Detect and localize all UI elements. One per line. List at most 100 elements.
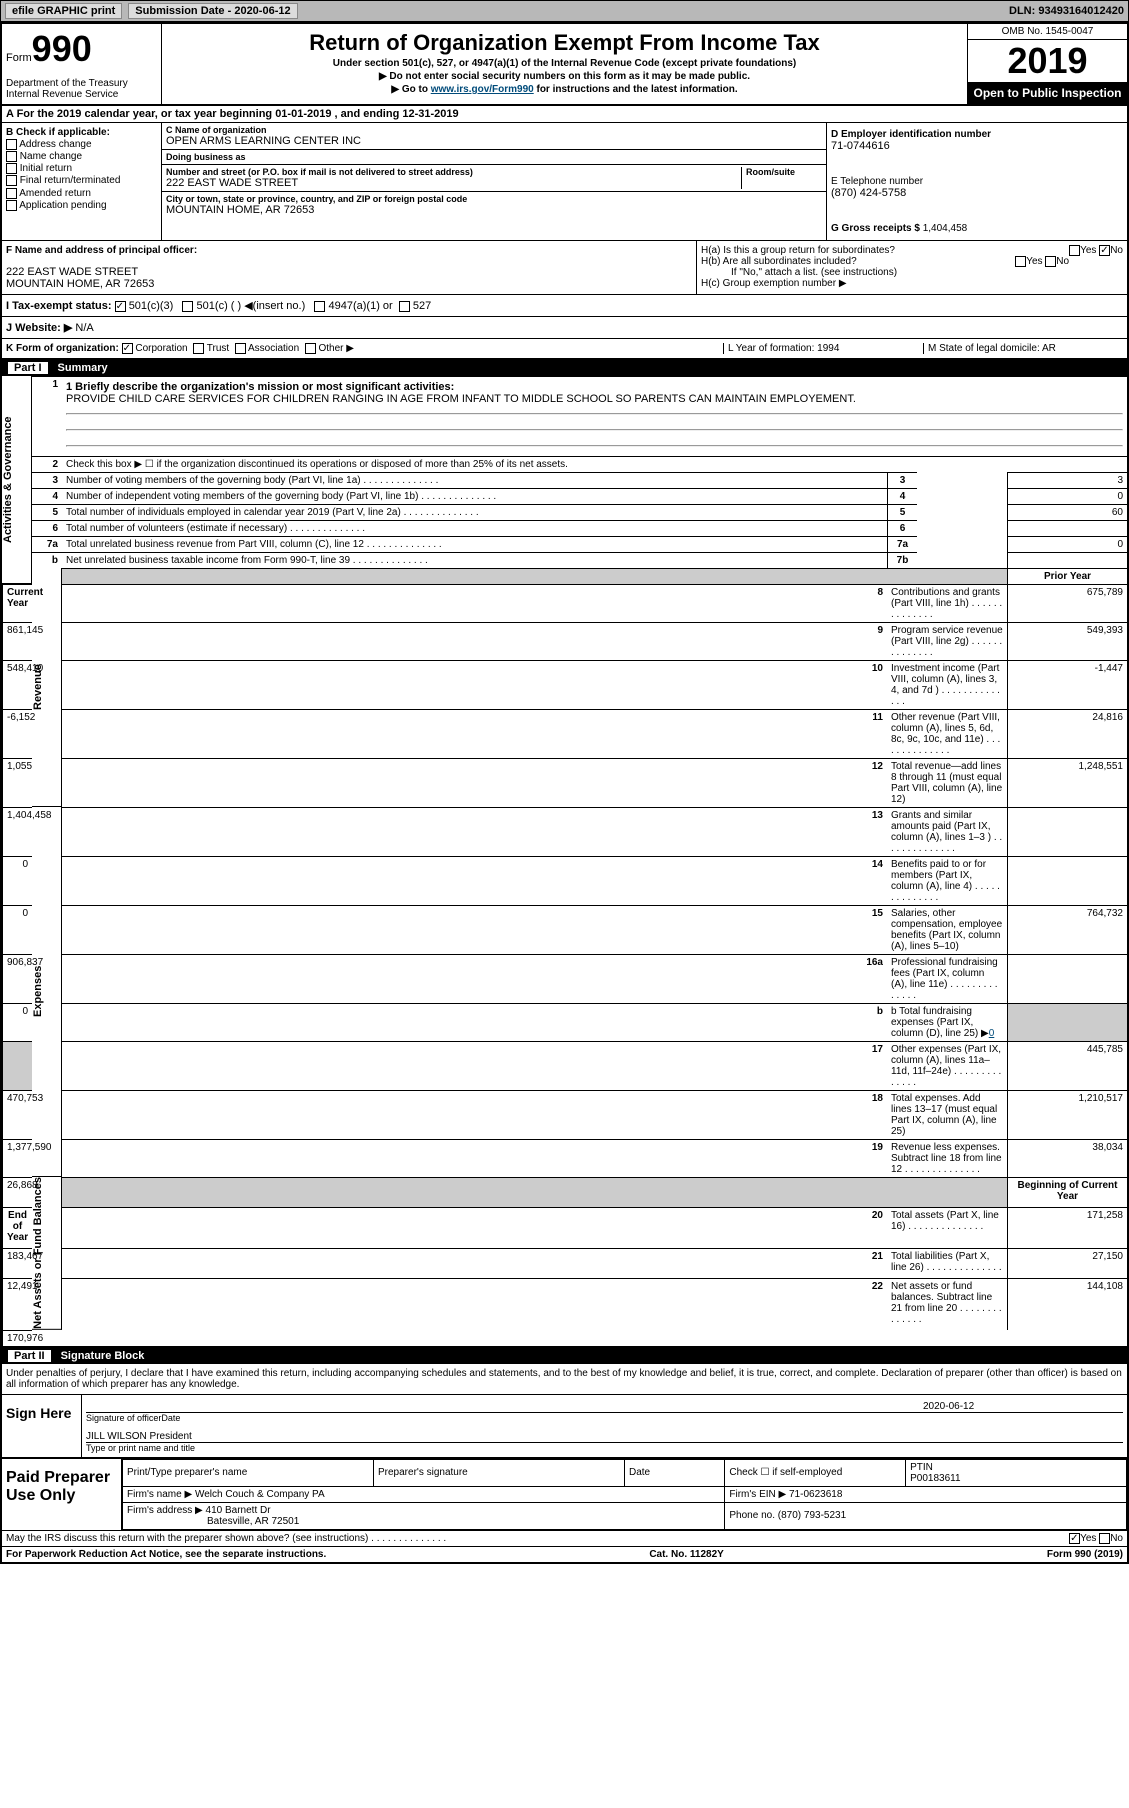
column-b-checkboxes: B Check if applicable: Address change Na… xyxy=(2,123,162,240)
firm-phone-row: Phone no. (870) 793-5231 xyxy=(725,1502,1127,1529)
line-10-desc: Investment income (Part VIII, column (A)… xyxy=(887,660,1007,709)
c21: 12,491 xyxy=(2,1278,32,1330)
cb-4947[interactable] xyxy=(314,301,325,312)
cb-application-pending[interactable]: Application pending xyxy=(6,200,157,211)
line-2-desc: Check this box ▶ ☐ if the organization d… xyxy=(62,456,1127,472)
submission-date-button[interactable]: Submission Date - 2020-06-12 xyxy=(128,3,297,19)
website-value: N/A xyxy=(75,322,93,334)
p17: 445,785 xyxy=(1007,1041,1127,1090)
street-value: 222 EAST WADE STREET xyxy=(166,177,737,189)
instruction-line-1: ▶ Do not enter social security numbers o… xyxy=(166,71,963,82)
summary-grid: Activities & Governance 1 1 Briefly desc… xyxy=(2,376,1127,1348)
line-1-num: 1 xyxy=(32,376,62,456)
cb-final-return[interactable]: Final return/terminated xyxy=(6,175,157,186)
org-name-label: C Name of organization xyxy=(166,125,822,135)
cb-527[interactable] xyxy=(399,301,410,312)
f-addr2: MOUNTAIN HOME, AR 72653 xyxy=(6,278,692,290)
efile-print-button[interactable]: efile GRAPHIC print xyxy=(5,3,122,19)
officer-signature-line[interactable]: 2020-06-12 xyxy=(86,1401,1123,1413)
c16b xyxy=(2,1041,32,1090)
c13: 0 xyxy=(2,856,32,905)
cb-discuss-yes[interactable] xyxy=(1069,1533,1080,1544)
cb-trust[interactable] xyxy=(193,343,204,354)
c17: 470,753 xyxy=(2,1090,32,1139)
omb-number: OMB No. 1545-0047 xyxy=(968,24,1127,40)
firm-address-row: Firm's address ▶ 410 Barnett DrBatesvill… xyxy=(123,1502,725,1529)
ein-label: D Employer identification number xyxy=(831,129,1123,140)
cb-501c3[interactable] xyxy=(115,301,126,312)
sidebar-net-assets: Net Assets or Fund Balances xyxy=(32,1177,62,1330)
p20: 171,258 xyxy=(1007,1207,1127,1248)
line-21-desc: Total liabilities (Part X, line 26) xyxy=(887,1248,1007,1278)
f-addr1: 222 EAST WADE STREET xyxy=(6,266,692,278)
p11: 24,816 xyxy=(1007,709,1127,758)
cb-name-change[interactable]: Name change xyxy=(6,151,157,162)
line-18-desc: Total expenses. Add lines 13–17 (must eq… xyxy=(887,1090,1007,1139)
fundraising-expenses-link[interactable]: 0 xyxy=(989,1028,995,1039)
c14: 0 xyxy=(2,905,32,954)
line-20-desc: Total assets (Part X, line 16) xyxy=(887,1207,1007,1248)
line-8-desc: Contributions and grants (Part VIII, lin… xyxy=(887,584,1007,622)
column-c-org-info: C Name of organization OPEN ARMS LEARNIN… xyxy=(162,123,827,240)
cb-other[interactable] xyxy=(305,343,316,354)
c16a: 0 xyxy=(2,1003,32,1041)
col-prior-year: Prior Year xyxy=(1007,568,1127,584)
c10: -6,152 xyxy=(2,709,32,758)
col-begin-year: Beginning of Current Year xyxy=(1007,1177,1127,1207)
signature-date: 2020-06-12 xyxy=(923,1401,1123,1412)
line-17-desc: Other expenses (Part IX, column (A), lin… xyxy=(887,1041,1007,1090)
hb-note: If "No," attach a list. (see instruction… xyxy=(701,267,1123,278)
sign-here-label: Sign Here xyxy=(2,1395,82,1457)
cb-initial-return[interactable]: Initial return xyxy=(6,163,157,174)
mission-cell: 1 Briefly describe the organization's mi… xyxy=(62,376,1127,456)
room-label: Room/suite xyxy=(746,167,822,177)
line-13-desc: Grants and similar amounts paid (Part IX… xyxy=(887,807,1007,856)
hb-row: H(b) Are all subordinates included? Yes … xyxy=(701,256,1123,267)
irs-form990-link[interactable]: www.irs.gov/Form990 xyxy=(431,84,534,95)
phone-value: (870) 424-5758 xyxy=(831,187,1123,199)
sig-officer-label: Signature of officer xyxy=(86,1413,161,1423)
line-3-box: 3 xyxy=(887,472,917,488)
cb-association[interactable] xyxy=(235,343,246,354)
line-3-desc: Number of voting members of the governin… xyxy=(62,472,887,488)
cb-amended-return[interactable]: Amended return xyxy=(6,188,157,199)
part-1-header: Part I Summary xyxy=(2,360,1127,376)
submission-date-label: Submission Date - xyxy=(135,5,234,17)
form-990: Form990 Department of the Treasury Inter… xyxy=(0,22,1129,1564)
prep-self-employed[interactable]: Check ☐ if self-employed xyxy=(725,1459,906,1486)
p21: 27,150 xyxy=(1007,1248,1127,1278)
firm-ein-row: Firm's EIN ▶ 71-0623618 xyxy=(725,1486,1127,1502)
line-15-desc: Salaries, other compensation, employee b… xyxy=(887,905,1007,954)
val-5: 60 xyxy=(1007,504,1127,520)
c19: 26,868 xyxy=(2,1177,32,1207)
val-6 xyxy=(1007,520,1127,536)
cb-discuss-no[interactable] xyxy=(1099,1533,1110,1544)
cb-corporation[interactable] xyxy=(122,343,133,354)
firm-name-row: Firm's name ▶ Welch Couch & Company PA xyxy=(123,1486,725,1502)
ha-row: H(a) Is this a group return for subordin… xyxy=(701,245,1123,256)
p12: 1,248,551 xyxy=(1007,758,1127,807)
form-title: Return of Organization Exempt From Incom… xyxy=(166,30,963,56)
sidebar-revenue: Revenue xyxy=(32,568,62,807)
p9: 549,393 xyxy=(1007,622,1127,660)
prep-date-col: Date xyxy=(625,1459,725,1486)
cb-501c[interactable] xyxy=(182,301,193,312)
dln-label: DLN: 93493164012420 xyxy=(1009,5,1124,17)
p13 xyxy=(1007,807,1127,856)
line-7b-desc: Net unrelated business taxable income fr… xyxy=(62,552,887,568)
line-12-desc: Total revenue—add lines 8 through 11 (mu… xyxy=(887,758,1007,807)
form-subtitle: Under section 501(c), 527, or 4947(a)(1)… xyxy=(166,58,963,69)
cb-address-change[interactable]: Address change xyxy=(6,139,157,150)
line-5-desc: Total number of individuals employed in … xyxy=(62,504,887,520)
row-k-l-m: K Form of organization: Corporation Trus… xyxy=(2,339,1127,360)
section-b-c-d: B Check if applicable: Address change Na… xyxy=(2,123,1127,241)
page-footer: For Paperwork Reduction Act Notice, see … xyxy=(2,1546,1127,1562)
officer-name-line: JILL WILSON President xyxy=(86,1431,1123,1443)
c15: 906,837 xyxy=(2,954,32,1003)
submission-date-value: 2020-06-12 xyxy=(234,5,290,17)
m-state-domicile: M State of legal domicile: AR xyxy=(923,343,1123,354)
footer-left: For Paperwork Reduction Act Notice, see … xyxy=(6,1549,326,1560)
line-14-desc: Benefits paid to or for members (Part IX… xyxy=(887,856,1007,905)
sidebar-activities-governance: Activities & Governance xyxy=(2,376,32,584)
part-2-title: Signature Block xyxy=(61,1350,145,1362)
